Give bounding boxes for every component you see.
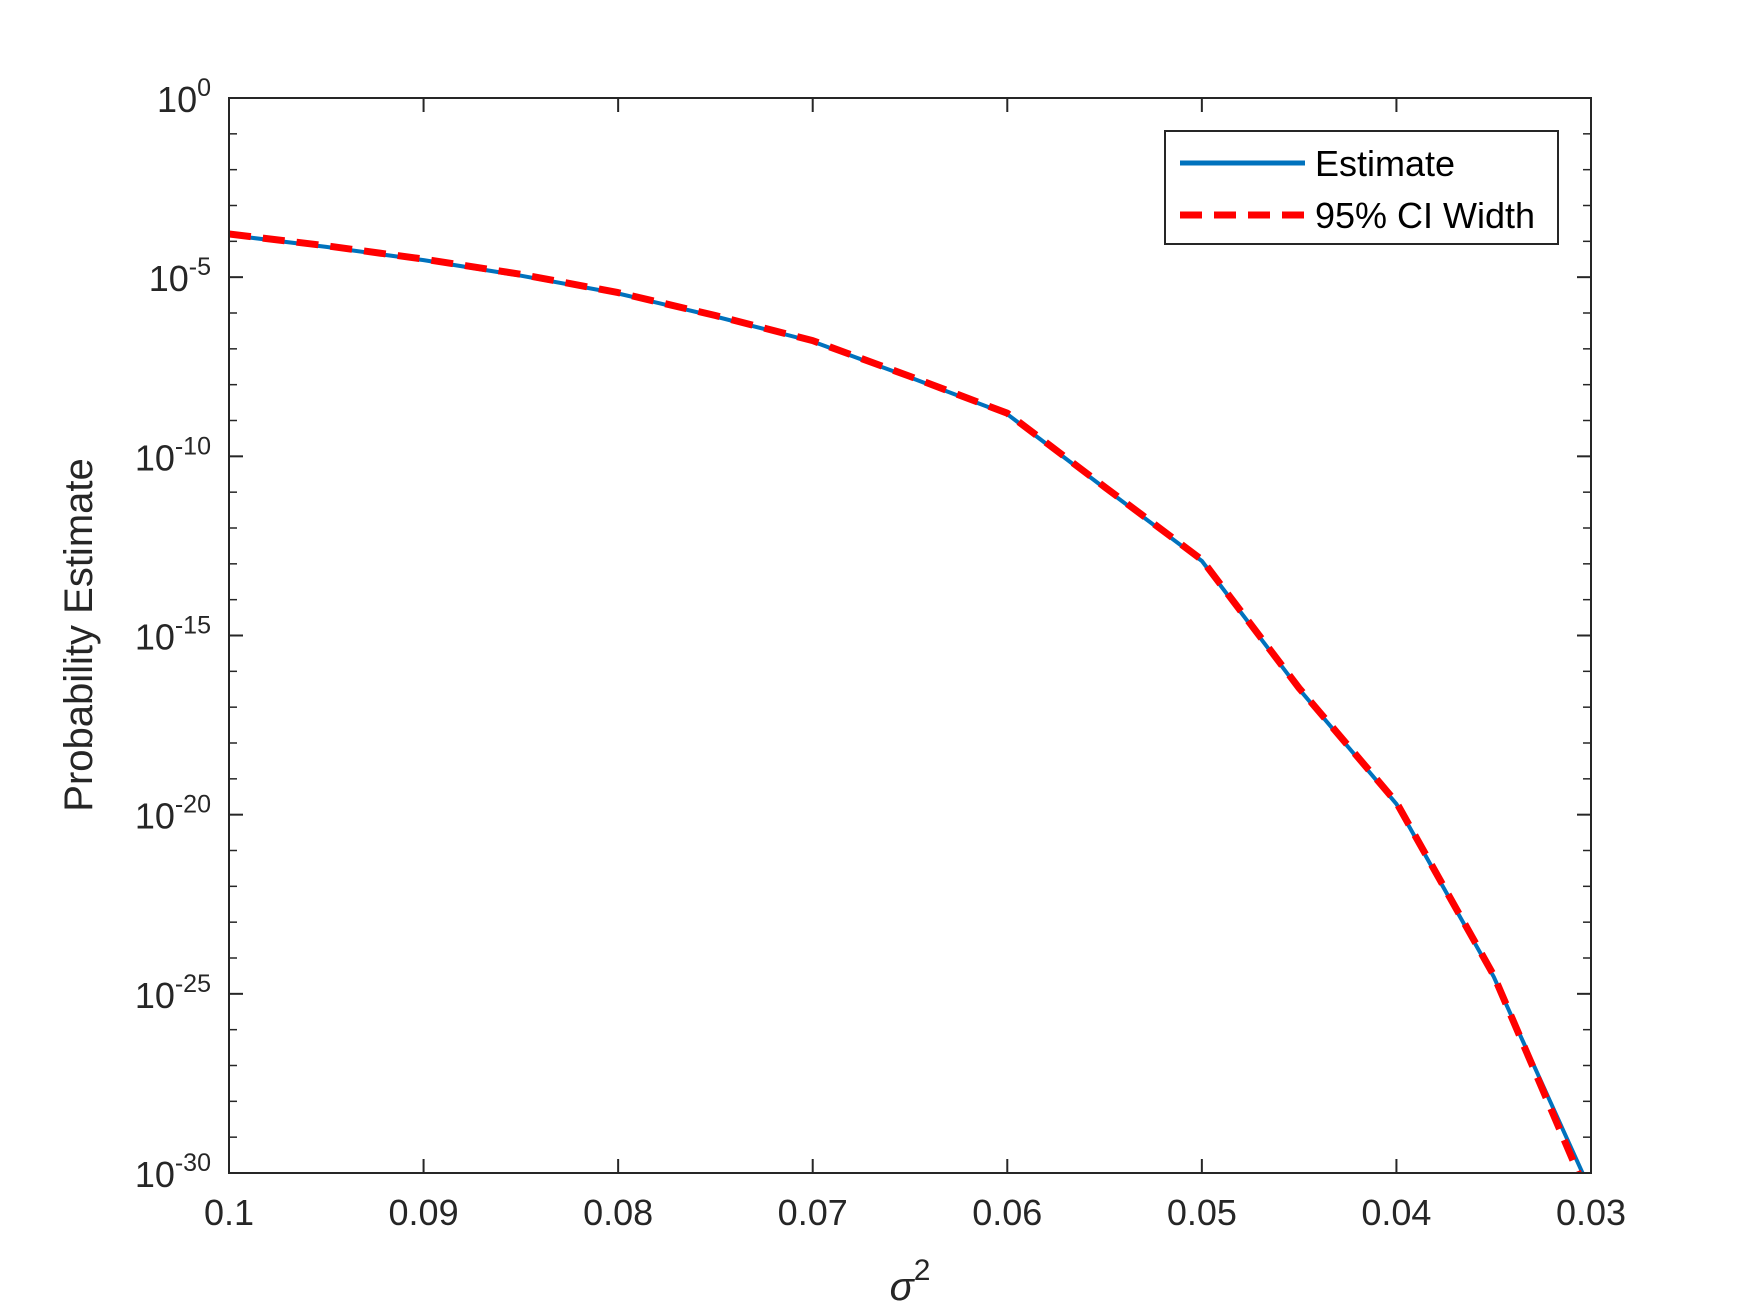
legend-label-estimate: Estimate [1315,143,1455,184]
y-axis: 100 10-5 10-10 10-15 10-20 10-25 10-30 [135,74,1591,1195]
y-tick-label: 10-20 [135,791,211,837]
x-tick-label: 0.06 [972,1192,1042,1233]
x-axis: 0.1 0.09 0.08 0.07 0.06 0.05 0.04 0.03 [204,98,1626,1233]
x-tick-label: 0.07 [778,1192,848,1233]
x-axis-title-superscript: 2 [914,1254,931,1287]
y-tick-label: 10-30 [135,1149,211,1195]
y-tick-label: 10-15 [135,612,211,658]
y-tick-label: 10-10 [135,432,211,478]
legend: Estimate 95% CI Width [1164,130,1559,245]
x-axis-title: σ2 [890,1254,931,1309]
plot-lines [229,230,1585,1173]
y-tick-label: 100 [157,74,211,120]
x-tick-label: 0.05 [1167,1192,1237,1233]
y-tick-label: 10-25 [135,970,211,1016]
x-tick-label: 0.09 [389,1192,459,1233]
plot-area [229,98,1591,1173]
x-tick-label: 0.03 [1556,1192,1626,1233]
series-line-ci-width [229,230,1583,1173]
legend-label-ci-width: 95% CI Width [1315,195,1535,236]
x-tick-label: 0.08 [583,1192,653,1233]
x-tick-label: 0.1 [204,1192,254,1233]
legend-box [1164,130,1559,245]
x-axis-title-main: σ [890,1265,916,1309]
y-axis-title: Probability Estimate [57,458,101,811]
y-tick-label: 10-5 [149,253,211,299]
x-tick-label: 0.04 [1361,1192,1431,1233]
